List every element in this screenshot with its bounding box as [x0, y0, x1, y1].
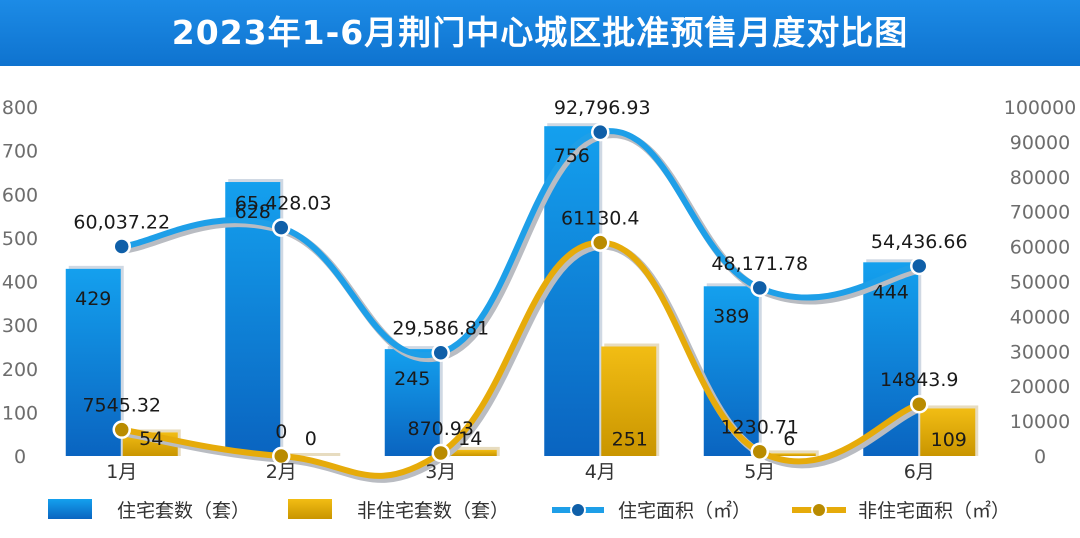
- right-tick-label: 10000: [1010, 411, 1070, 433]
- legend: 住宅套数（套） 非住宅套数（套） 住宅面积（㎡） 非住宅面积（㎡）: [48, 499, 1010, 522]
- line-value-label: 60,037.22: [73, 211, 170, 233]
- bar-nonresidential-units: [760, 453, 816, 456]
- bar-value-label: 389: [713, 305, 749, 327]
- line-value-label: 61130.4: [561, 208, 640, 230]
- line-value-label: 54,436.66: [871, 231, 968, 253]
- line-value-label: 1230.71: [720, 417, 799, 439]
- line-point: [591, 122, 610, 142]
- bar-nonresidential-units: [601, 346, 657, 456]
- right-tick-label: 50000: [1010, 272, 1070, 294]
- category-label: 6月: [904, 461, 935, 483]
- legend-marker: [811, 502, 827, 518]
- line-value-label: 14843.9: [880, 369, 959, 391]
- right-tick-label: 20000: [1010, 376, 1070, 398]
- legend-marker: [570, 502, 586, 518]
- title-bar: 2023年1-6月荆门中心城区批准预售月度对比图: [0, 0, 1080, 66]
- line-point: [431, 343, 450, 362]
- line-value-label: 7545.32: [82, 395, 161, 417]
- bar-shadow: [763, 450, 819, 456]
- left-tick-label: 100: [2, 402, 38, 424]
- line-value-label: 92,796.93: [554, 97, 651, 119]
- line-point: [112, 237, 131, 256]
- category-label: 4月: [585, 461, 616, 483]
- bar-value-label: 6: [783, 428, 795, 450]
- legend-label: 非住宅套数（套）: [357, 500, 509, 522]
- bar-series: [65, 123, 979, 456]
- bar-nonresidential-units: [920, 408, 976, 456]
- line-point: [750, 278, 769, 298]
- category-label: 1月: [106, 461, 137, 483]
- line-point: [750, 442, 769, 461]
- line-value-label: 29,586.81: [392, 318, 489, 340]
- line-point: [910, 256, 929, 276]
- bar-value-label: 628: [235, 201, 271, 223]
- left-tick-label: 0: [14, 446, 26, 468]
- left-tick-label: 300: [2, 315, 38, 337]
- bar-value-label: 444: [873, 281, 909, 303]
- line-point: [591, 233, 610, 252]
- right-tick-label: 80000: [1010, 167, 1070, 189]
- legend-label: 非住宅面积（㎡）: [858, 499, 1010, 522]
- line-point: [910, 394, 929, 414]
- legend-swatch-residential-units: [48, 499, 92, 519]
- bar-value-label: 109: [931, 429, 967, 451]
- right-tick-label: 90000: [1010, 132, 1070, 154]
- legend-label: 住宅面积（㎡）: [618, 499, 751, 522]
- category-label: 3月: [425, 461, 456, 483]
- left-tick-label: 700: [2, 141, 38, 163]
- line-value-label: 65,428.03: [235, 193, 332, 215]
- line-point: [272, 446, 291, 466]
- bar-value-label: 245: [394, 368, 430, 390]
- right-tick-label: 70000: [1010, 202, 1070, 224]
- bar-shadow: [285, 453, 341, 456]
- right-tick-label: 100000: [1004, 97, 1077, 119]
- bar-residential-units: [65, 268, 121, 456]
- bar-value-label: 0: [305, 428, 317, 450]
- right-tick-label: 0: [1034, 446, 1046, 468]
- bar-value-label: 251: [612, 429, 648, 451]
- right-tick-label: 30000: [1010, 341, 1070, 363]
- right-y-axis: 0 10000 20000 30000 40000 50000 60000 70000 8000…: [1004, 97, 1077, 468]
- left-tick-label: 200: [2, 359, 38, 381]
- category-label: 5月: [744, 461, 775, 483]
- right-tick-label: 60000: [1010, 237, 1070, 259]
- category-label: 2月: [266, 461, 297, 483]
- line-series: [112, 122, 929, 483]
- line-value-label: 0: [275, 421, 287, 443]
- line-point: [431, 443, 450, 463]
- line-point: [272, 218, 291, 237]
- line-value-label: 48,171.78: [711, 253, 808, 275]
- legend-swatch-nonresidential-units: [288, 499, 332, 519]
- bar-residential-units: [384, 349, 440, 456]
- left-tick-label: 400: [2, 272, 38, 294]
- left-y-axis: 0 100 200 300 400 500 600 700 800: [2, 97, 38, 468]
- bar-nonresidential-units: [441, 449, 497, 456]
- bar-value-label: 54: [139, 428, 163, 450]
- bar-value-label: 756: [554, 145, 590, 167]
- data-labels: 429 54 628 0 245 14 756 251 389 6 444 109 60,037.22 6…: [73, 97, 967, 451]
- left-tick-label: 500: [2, 228, 38, 250]
- bar-value-label: 429: [75, 288, 111, 310]
- right-tick-label: 40000: [1010, 306, 1070, 328]
- chart-title: 2023年1-6月荆门中心城区批准预售月度对比图: [171, 13, 909, 52]
- x-axis: 1月 2月 3月 4月 5月 6月: [106, 461, 935, 483]
- line-value-label: 870.93: [408, 418, 474, 440]
- left-tick-label: 600: [2, 184, 38, 206]
- legend-label: 住宅套数（套）: [117, 500, 250, 522]
- left-tick-label: 800: [2, 97, 38, 119]
- bar-value-label: 14: [458, 428, 482, 450]
- line-point: [112, 420, 131, 439]
